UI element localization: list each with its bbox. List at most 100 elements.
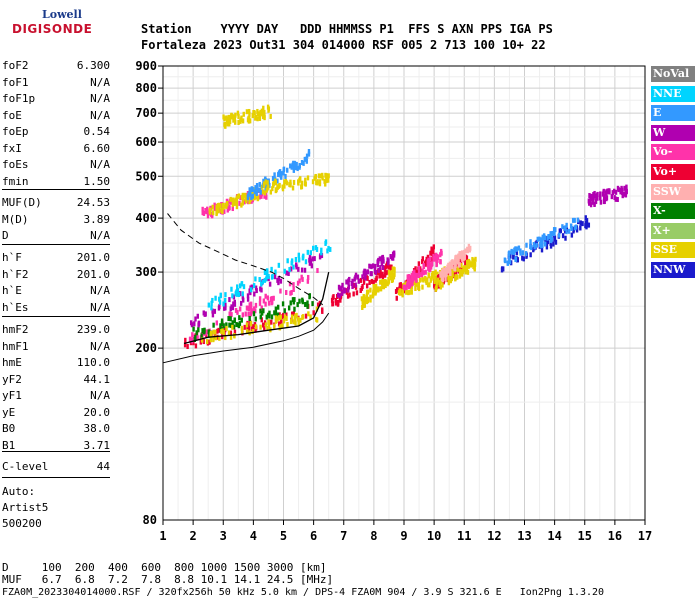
data-point: [264, 176, 267, 182]
data-point: [401, 288, 405, 294]
data-point: [303, 267, 307, 273]
data-point: [324, 181, 327, 187]
legend-item-x-: X-: [651, 203, 695, 220]
data-point: [469, 262, 473, 268]
data-point: [263, 325, 266, 331]
data-point: [210, 305, 213, 311]
data-point: [301, 276, 304, 282]
data-point: [232, 117, 235, 123]
data-point: [248, 316, 251, 322]
data-point: [256, 111, 260, 117]
param-name: D: [2, 229, 9, 242]
param-name: foE: [2, 108, 22, 122]
data-point: [268, 310, 271, 316]
data-point: [471, 256, 474, 262]
param-row: h`F 201.0: [2, 251, 110, 265]
data-point: [323, 178, 326, 184]
data-point: [266, 180, 269, 186]
data-point: [428, 261, 431, 267]
data-point: [564, 235, 567, 241]
data-point: [509, 253, 512, 259]
data-point: [506, 260, 510, 266]
data-point: [454, 263, 457, 269]
data-point: [293, 161, 297, 167]
auto-label: Auto:: [2, 485, 36, 498]
data-point: [387, 277, 390, 283]
data-point: [406, 274, 409, 280]
data-point: [297, 257, 301, 263]
data-point: [426, 282, 430, 288]
param-value: 239.0: [76, 323, 110, 336]
data-point: [261, 322, 265, 328]
data-point: [365, 283, 369, 289]
data-point: [471, 261, 475, 267]
data-point: [345, 279, 348, 285]
data-point: [614, 196, 618, 202]
data-point: [240, 325, 244, 331]
data-point: [361, 299, 364, 305]
param-row: foF1p N/A: [2, 92, 110, 106]
data-point: [263, 269, 267, 275]
data-point: [263, 190, 267, 196]
data-point: [306, 249, 310, 255]
data-point: [213, 202, 216, 208]
data-point: [277, 280, 280, 286]
data-point: [340, 290, 344, 296]
data-point: [342, 287, 346, 293]
data-point: [205, 330, 208, 336]
data-point: [417, 282, 421, 288]
data-point: [326, 177, 330, 183]
data-point: [325, 178, 328, 184]
data-point: [370, 264, 373, 270]
data-point: [444, 272, 447, 278]
data-point: [464, 248, 467, 254]
param-name: foF1p: [2, 92, 36, 105]
data-point: [462, 256, 465, 262]
data-point: [211, 308, 214, 314]
data-point: [472, 258, 476, 264]
data-point: [200, 337, 204, 343]
data-point: [215, 209, 218, 215]
data-point: [307, 311, 310, 317]
data-point: [225, 322, 228, 328]
data-point: [285, 270, 288, 276]
data-point: [361, 274, 364, 280]
data-point: [249, 287, 253, 293]
data-point: [381, 284, 384, 290]
data-point: [623, 185, 626, 191]
data-point: [443, 270, 446, 276]
data-point: [277, 315, 280, 321]
data-point: [454, 276, 457, 282]
data-point: [240, 115, 243, 121]
data-point: [466, 246, 469, 252]
data-point: [226, 207, 229, 213]
data-point: [456, 274, 459, 280]
data-point: [605, 191, 608, 197]
data-point: [225, 203, 228, 209]
data-point: [432, 256, 435, 262]
data-point: [311, 256, 314, 262]
auto-artist: Artist5: [2, 501, 49, 514]
data-point: [218, 335, 221, 341]
data-point: [247, 199, 250, 205]
data-point: [363, 268, 367, 274]
data-point: [271, 186, 274, 192]
data-point: [473, 261, 477, 267]
data-point: [209, 330, 213, 336]
data-point: [541, 239, 544, 245]
y-tick-label: 600: [135, 135, 157, 149]
x-tick-label: 5: [280, 529, 287, 543]
data-point: [435, 279, 439, 285]
data-point: [193, 336, 197, 342]
data-point: [408, 289, 411, 295]
data-point: [223, 116, 226, 122]
data-point: [602, 199, 606, 205]
data-point: [287, 305, 291, 311]
data-point: [285, 312, 288, 318]
data-point: [347, 284, 351, 290]
data-point: [365, 293, 369, 299]
data-point: [252, 283, 256, 289]
data-point: [366, 275, 369, 281]
data-point: [228, 205, 231, 211]
data-point: [341, 282, 344, 288]
